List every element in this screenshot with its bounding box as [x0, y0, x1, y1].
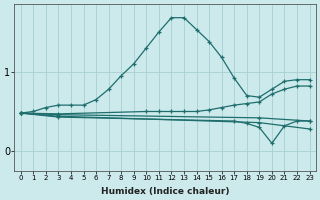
X-axis label: Humidex (Indice chaleur): Humidex (Indice chaleur): [101, 187, 229, 196]
